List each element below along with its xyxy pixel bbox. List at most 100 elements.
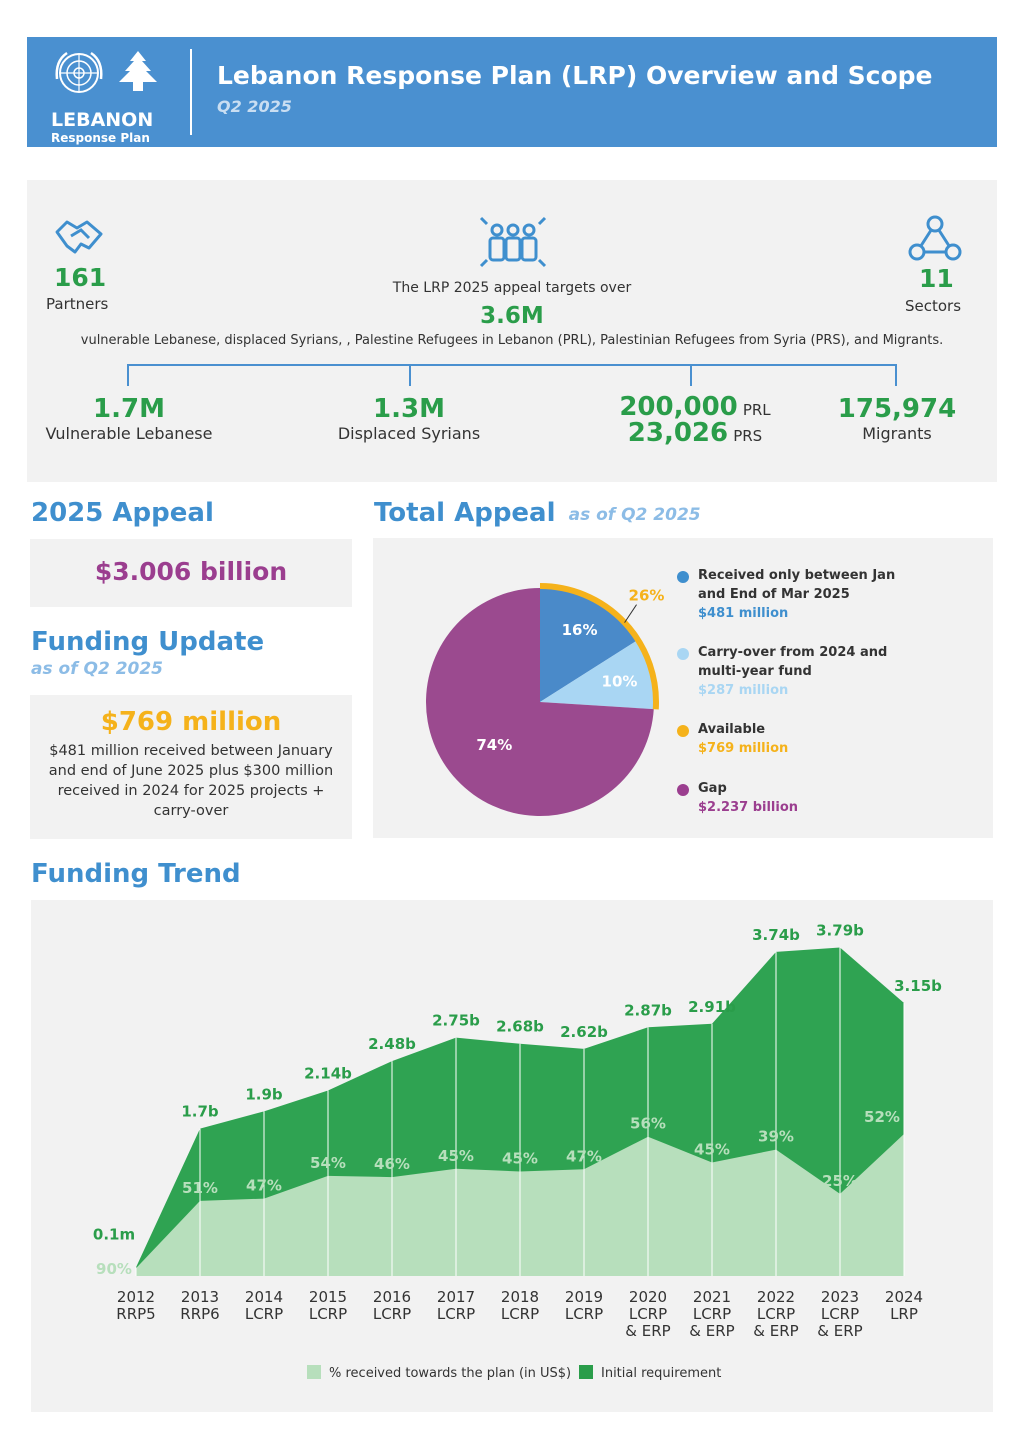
percent-received-label: 39% xyxy=(758,1128,794,1146)
tree-branch xyxy=(127,364,129,386)
category-label: LCRP xyxy=(245,1305,283,1323)
pie-slice-0 xyxy=(540,588,637,702)
target-population-description: vulnerable Lebanese, displaced Syrians, … xyxy=(80,333,944,348)
funding-trend-chart: 0.1m 1.7b 1.9b 2.14b 2.48b 2.75b 2.68b 2.62b 2.8… xyxy=(93,922,942,1381)
logo-line-1: LEBANON xyxy=(51,109,154,131)
appeal-heading: 2025 Appeal xyxy=(31,498,214,528)
legend-swatch-requirement xyxy=(579,1365,593,1379)
group-vulnerable-lebanese: 1.7M Vulnerable Lebanese xyxy=(27,394,231,443)
legend-dot-icon xyxy=(677,648,689,660)
cedar-tree-icon xyxy=(119,51,157,91)
legend-value: $287 million xyxy=(698,683,789,698)
category-label: & ERP xyxy=(817,1322,862,1340)
pie-slice-label: 10% xyxy=(602,673,638,691)
group-value: 1.3M xyxy=(373,394,445,424)
category-label: LCRP xyxy=(437,1305,475,1323)
tree-branch xyxy=(690,364,692,386)
category-label: & ERP xyxy=(753,1322,798,1340)
category-label: LCRP xyxy=(693,1305,731,1323)
population-tree xyxy=(127,364,897,394)
legend-title: Available xyxy=(698,722,766,737)
pie-legend-item: Carry-over from 2024 and multi-year fund… xyxy=(677,643,898,700)
available-leader-line xyxy=(624,604,637,623)
requirement-label: 2.91b xyxy=(688,998,736,1016)
legend-title: Received only between Jan and End of Mar… xyxy=(698,568,896,602)
page-subtitle: Q2 2025 xyxy=(217,97,292,116)
legend-label-requirement: Initial requirement xyxy=(601,1366,721,1381)
requirement-label: 2.14b xyxy=(304,1065,352,1083)
funding-update-box: $769 million $481 million received betwe… xyxy=(30,695,352,839)
pie-slice-label: 16% xyxy=(562,621,598,639)
category-label: LCRP xyxy=(757,1305,795,1323)
requirement-label: 1.7b xyxy=(181,1103,219,1121)
requirement-label: 2.62b xyxy=(560,1023,608,1041)
prs-row: 23,026 PRS xyxy=(595,418,795,448)
category-label: LCRP xyxy=(501,1305,539,1323)
prs-value: 23,026 xyxy=(627,418,729,448)
group-label: Vulnerable Lebanese xyxy=(45,424,213,443)
requirement-label: 0.1m xyxy=(93,1225,135,1243)
logo-line-2: Response Plan xyxy=(51,131,150,145)
total-appeal-heading: Total Appeal as of Q2 2025 xyxy=(374,498,701,528)
sectors-count: 11 xyxy=(919,264,954,293)
legend-title: Gap xyxy=(698,781,727,796)
requirement-label: 2.68b xyxy=(496,1018,544,1036)
percent-received-label: 45% xyxy=(694,1141,730,1159)
category-label: 2017 xyxy=(437,1288,475,1306)
partners-count: 161 xyxy=(54,263,107,292)
available-percent-label: 26% xyxy=(629,587,665,605)
legend-dot-icon xyxy=(677,784,689,796)
requirement-label: 2.87b xyxy=(624,1001,672,1019)
percent-received-label: 90% xyxy=(96,1260,132,1278)
header-banner: LEBANON Response Plan Lebanon Response P… xyxy=(27,37,997,147)
group-displaced-syrians: 1.3M Displaced Syrians xyxy=(309,394,509,443)
category-label: 2016 xyxy=(373,1288,411,1306)
category-label: 2013 xyxy=(181,1288,219,1306)
requirement-label: 3.74b xyxy=(752,926,800,944)
category-label: 2019 xyxy=(565,1288,603,1306)
legend-dot-icon xyxy=(677,725,689,737)
group-label: Displaced Syrians xyxy=(337,424,481,443)
percent-received-label: 45% xyxy=(502,1149,538,1167)
partners-label: Partners xyxy=(46,295,109,313)
appeal-value: $3.006 billion xyxy=(94,557,288,586)
percent-received-label: 52% xyxy=(864,1108,900,1126)
prl-value: 200,000 xyxy=(619,392,738,422)
tree-horizontal-line xyxy=(127,364,897,366)
lrp-logo: LEBANON Response Plan xyxy=(51,49,171,145)
funding-value: $769 million xyxy=(100,707,282,737)
pie-chart: 26% 16% 10% 74% xyxy=(426,583,665,816)
pie-legend-item: Gap $2.237 billion xyxy=(677,779,898,817)
percent-received-label: 47% xyxy=(246,1177,282,1195)
category-label: RRP5 xyxy=(116,1305,155,1323)
funding-description: $481 million received between January an… xyxy=(48,743,334,819)
funding-trend-heading: Funding Trend xyxy=(31,859,241,889)
group-value: 175,974 xyxy=(837,394,957,424)
legend-value: $2.237 billion xyxy=(698,800,799,815)
percent-received-label: 51% xyxy=(182,1179,218,1197)
legend-value: $769 million xyxy=(698,741,789,756)
appeal-box: $3.006 billion xyxy=(30,539,352,607)
total-appeal-title: Total Appeal xyxy=(374,498,556,528)
prs-label: PRS xyxy=(733,427,763,445)
funding-trend-panel: 0.1m 1.7b 1.9b 2.14b 2.48b 2.75b 2.68b 2.62b 2.8… xyxy=(31,900,993,1412)
category-label: 2012 xyxy=(117,1288,155,1306)
pie-slice-label: 74% xyxy=(476,736,512,754)
header-divider xyxy=(190,49,192,135)
category-label: 2022 xyxy=(757,1288,795,1306)
targets-text: The LRP 2025 appeal targets over xyxy=(392,280,632,296)
people-group-icon xyxy=(479,216,547,268)
tree-branch xyxy=(409,364,411,386)
percent-received-label: 47% xyxy=(566,1147,602,1165)
category-label: LCRP xyxy=(565,1305,603,1323)
category-label: & ERP xyxy=(689,1322,734,1340)
requirement-label: 2.75b xyxy=(432,1012,480,1030)
requirement-label: 1.9b xyxy=(245,1085,283,1103)
category-label: 2018 xyxy=(501,1288,539,1306)
prl-row: 200,000 PRL xyxy=(595,392,795,422)
group-migrants: 175,974 Migrants xyxy=(827,394,967,443)
percent-received-label: 45% xyxy=(438,1147,474,1165)
legend-swatch-received xyxy=(307,1365,321,1379)
page-title: Lebanon Response Plan (LRP) Overview and… xyxy=(217,61,933,90)
legend-label-received: % received towards the plan (in US$) xyxy=(329,1366,571,1381)
